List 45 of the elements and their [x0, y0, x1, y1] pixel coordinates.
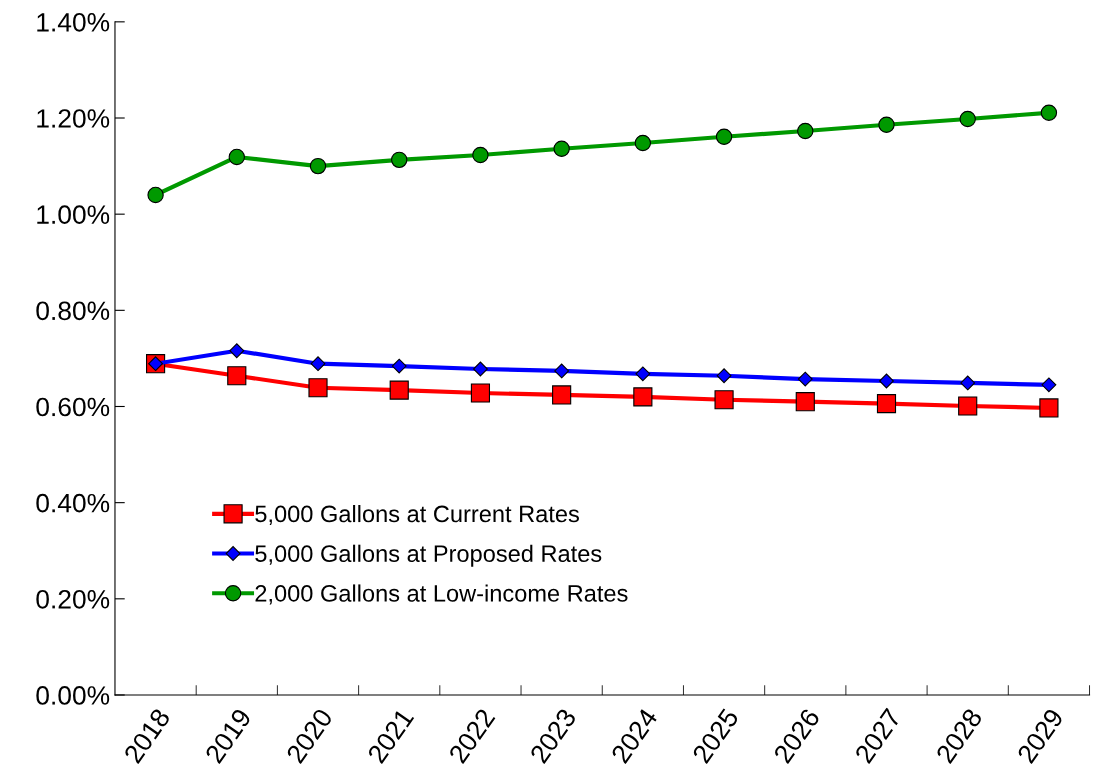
y-tick-label: 0.60% — [36, 397, 110, 417]
point — [879, 373, 894, 389]
point — [715, 128, 733, 145]
point — [310, 356, 326, 372]
point — [308, 378, 328, 398]
y-tick-label: 0.20% — [36, 589, 110, 609]
point — [960, 375, 976, 391]
point — [228, 148, 245, 166]
point — [391, 151, 408, 169]
point — [389, 380, 409, 400]
point — [470, 383, 491, 403]
point — [958, 396, 978, 416]
y-tick-label: 1.00% — [37, 205, 110, 224]
point — [553, 140, 570, 157]
point — [552, 385, 572, 405]
y-tick-label: 1.20% — [37, 109, 110, 128]
point — [714, 390, 734, 410]
point — [716, 368, 732, 384]
point — [1040, 104, 1058, 121]
point — [391, 358, 407, 374]
point — [227, 366, 247, 386]
point — [797, 371, 813, 387]
point — [309, 157, 327, 175]
point — [876, 394, 897, 414]
point — [633, 387, 653, 407]
y-tick-label: 1.40% — [37, 12, 110, 32]
point — [147, 186, 164, 204]
point — [634, 134, 652, 152]
point — [635, 366, 651, 382]
point — [554, 363, 570, 379]
legend-label: 5,000 Gallons at Proposed Rates — [255, 544, 602, 567]
point — [1041, 377, 1057, 393]
point — [795, 392, 815, 412]
y-tick-label: 0.40% — [36, 493, 110, 513]
y-tick-label: 0.00% — [36, 686, 110, 705]
point — [797, 122, 814, 140]
point — [1039, 398, 1059, 418]
point — [878, 116, 895, 133]
point — [472, 146, 489, 164]
point — [229, 343, 245, 359]
y-tick-label: 0.80% — [36, 301, 110, 321]
legend-label: 5,000 Gallons at Current Rates — [255, 504, 579, 526]
point — [473, 361, 488, 377]
point — [959, 110, 976, 128]
legend-label: 2,000 Gallons at Low-income Rates — [255, 584, 628, 605]
